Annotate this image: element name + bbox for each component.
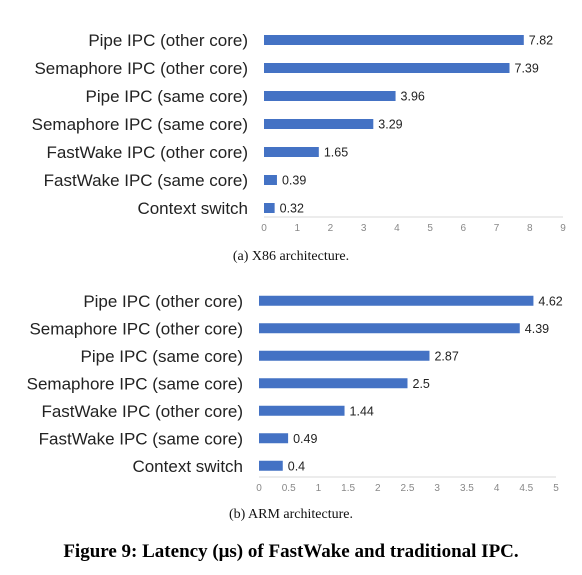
- category-label: Pipe IPC (same core): [81, 347, 244, 366]
- category-label: Pipe IPC (other core): [83, 292, 243, 311]
- value-label: 1.65: [324, 146, 348, 160]
- bar: [259, 351, 429, 361]
- x-tick-label: 5: [553, 483, 559, 494]
- category-label: Context switch: [132, 457, 243, 476]
- bar: [264, 35, 524, 45]
- value-label: 3.29: [378, 118, 402, 132]
- category-label: Semaphore IPC (other core): [29, 319, 243, 338]
- bar: [264, 91, 396, 101]
- value-label: 1.44: [350, 404, 374, 418]
- category-label: Semaphore IPC (other core): [34, 59, 248, 78]
- bar: [259, 433, 288, 443]
- category-label: Semaphore IPC (same core): [32, 115, 248, 134]
- category-label: FastWake IPC (other core): [46, 143, 248, 162]
- value-label: 7.39: [515, 62, 539, 76]
- bar: [259, 406, 345, 416]
- x-tick-label: 2.5: [401, 483, 415, 494]
- value-label: 0.4: [288, 459, 305, 473]
- x-tick-label: 9: [560, 223, 566, 234]
- x-tick-label: 5: [427, 223, 433, 234]
- x-tick-label: 8: [527, 223, 533, 234]
- bar: [264, 175, 277, 185]
- bar: [259, 323, 520, 333]
- value-label: 0.32: [280, 202, 304, 216]
- category-label: Pipe IPC (other core): [88, 31, 248, 50]
- value-label: 4.39: [525, 322, 549, 336]
- x-tick-label: 3.5: [460, 483, 474, 494]
- x-tick-label: 1: [316, 483, 322, 494]
- value-label: 2.87: [434, 349, 458, 363]
- x-tick-label: 3: [361, 223, 367, 234]
- x-tick-label: 3: [434, 483, 440, 494]
- bar: [259, 296, 533, 306]
- x-tick-label: 0: [261, 223, 267, 234]
- category-label: FastWake IPC (other core): [41, 402, 243, 421]
- x-tick-label: 0.5: [282, 483, 296, 494]
- x-tick-label: 1: [294, 223, 300, 234]
- value-label: 3.96: [401, 90, 425, 104]
- x-tick-label: 2: [375, 483, 381, 494]
- bar: [264, 147, 319, 157]
- x-tick-label: 4: [494, 483, 500, 494]
- x-tick-label: 2: [328, 223, 334, 234]
- value-label: 0.49: [293, 432, 317, 446]
- chart-x86: Pipe IPC (other core) 7.82 Semaphore IPC (…: [32, 31, 567, 234]
- value-label: 7.82: [529, 34, 553, 48]
- bar: [264, 203, 275, 213]
- category-label: Pipe IPC (same core): [86, 87, 249, 106]
- subcaption-arm: (b) ARM architecture.: [229, 507, 353, 522]
- value-label: 4.62: [538, 294, 562, 308]
- chart-arm: Pipe IPC (other core) 4.62 Semaphore IPC (…: [27, 292, 563, 494]
- category-label: Context switch: [137, 199, 248, 218]
- bar: [259, 378, 408, 388]
- category-label: FastWake IPC (same core): [44, 171, 248, 190]
- figure-caption: Figure 9: Latency (μs) of FastWake and t…: [63, 541, 518, 562]
- category-label: FastWake IPC (same core): [39, 429, 243, 448]
- bar: [259, 461, 283, 471]
- x-tick-label: 7: [494, 223, 500, 234]
- value-label: 0.39: [282, 174, 306, 188]
- x-tick-label: 1.5: [341, 483, 355, 494]
- x-tick-label: 6: [461, 223, 467, 234]
- value-label: 2.5: [413, 377, 430, 391]
- category-label: Semaphore IPC (same core): [27, 374, 243, 393]
- x-tick-label: 0: [256, 483, 262, 494]
- subcaption-x86: (a) X86 architecture.: [233, 249, 349, 264]
- bar: [264, 63, 510, 73]
- x-tick-label: 4: [394, 223, 400, 234]
- bar: [264, 119, 373, 129]
- x-tick-label: 4.5: [519, 483, 533, 494]
